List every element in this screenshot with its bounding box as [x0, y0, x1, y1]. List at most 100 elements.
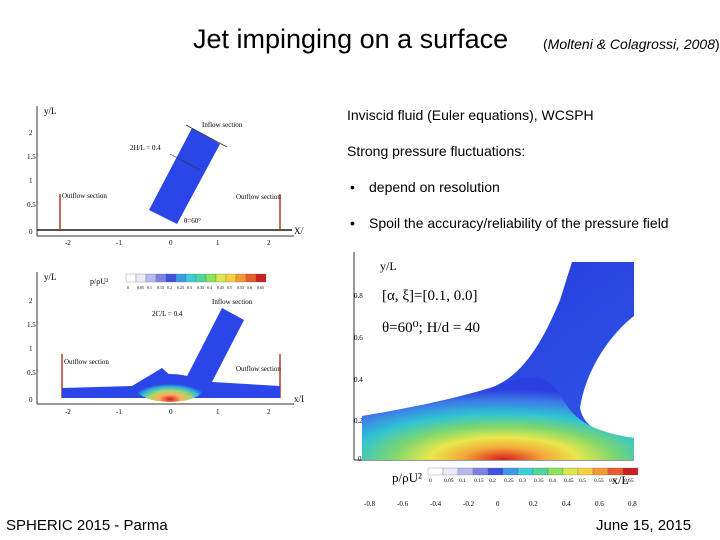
x-tick: 0: [496, 500, 500, 508]
x-tick: -2: [65, 239, 71, 247]
colorbar-swatch: [145, 273, 157, 283]
x-tick: 0.4: [562, 500, 571, 508]
theta-line: θ=60⁰; H/d = 40: [382, 320, 480, 336]
x-tick: -2: [65, 408, 71, 416]
inflow-line: [185, 124, 228, 148]
bullet-dot: •: [350, 179, 355, 195]
y-tick: 0: [29, 396, 33, 404]
stagnation-region: [136, 374, 204, 402]
colorbar-tick: 0.15: [157, 285, 164, 290]
y-tick: 0.2: [354, 417, 363, 425]
colorbar-tick: 0.35: [534, 478, 544, 484]
x-tick: 2: [267, 408, 271, 416]
colorbar-swatch: [185, 273, 197, 283]
y-tick: 1: [29, 177, 33, 185]
colorbar-swatch: [577, 467, 594, 476]
colorbar-tick: 0.65: [624, 478, 634, 484]
colorbar-tick: 0.6: [609, 478, 616, 484]
bullet-block: Inviscid fluid (Euler equations), WCSPH …: [347, 104, 707, 248]
colorbar-swatch: [427, 467, 444, 476]
colorbar-swatch: [592, 467, 609, 476]
colorbar: 0 0.05 0.1 0.15 0.2 0.25 0.3 0.35 0.4 0.45 0.5 0.55…: [427, 467, 639, 484]
sub-bullet-item: • depend on resolution: [347, 176, 707, 198]
colorbar-tick: 0.45: [217, 285, 224, 290]
colorbar-swatch: [215, 273, 227, 283]
colorbar-swatch: [487, 467, 504, 476]
colorbar-swatch: [607, 467, 624, 476]
colorbar-swatch: [235, 273, 247, 283]
colorbar-tick: 0.3: [187, 285, 192, 290]
param-line: [α, ξ]=[0.1, 0.0]: [382, 288, 478, 304]
citation-close: ): [714, 36, 720, 52]
flow-domain: [62, 308, 280, 398]
y-tick: 0: [358, 455, 362, 463]
colorbar-swatch: [442, 467, 459, 476]
colorbar-tick: 0.05: [444, 478, 454, 484]
pressure-contour-figure: y/L x/L [α, ξ]=[0.1, 0.0] θ=60⁰; H/d = 4…: [340, 248, 642, 510]
colorbar-swatch: [175, 273, 187, 283]
colorbar-swatch: [547, 467, 564, 476]
bullet-fluctuations: Strong pressure fluctuations:: [347, 143, 526, 159]
dimension-arrow: [169, 153, 201, 171]
y-tick: 1.5: [27, 321, 36, 329]
y-axis-label: y/L: [380, 259, 397, 273]
y-tick: 0.5: [27, 201, 36, 209]
x-tick: -1: [116, 239, 122, 247]
slide-title: Jet impinging on a surface: [193, 24, 509, 54]
colorbar-tick: 0.1: [147, 285, 152, 290]
x-tick: 0: [169, 239, 173, 247]
x-tick: -1: [116, 408, 122, 416]
citation-text: Molteni & Colagrossi, 2008: [547, 36, 715, 52]
x-tick: 1: [216, 239, 220, 247]
y-tick: 1.5: [27, 153, 36, 161]
outflow-label-right: Outflow section: [236, 365, 281, 373]
colorbar-tick: 0: [127, 285, 129, 290]
bullet-fluid: Inviscid fluid (Euler equations), WCSPH: [347, 107, 594, 123]
colorbar-swatch: [457, 467, 474, 476]
outflow-label-left: Outflow section: [62, 192, 107, 200]
colorbar-swatch: [532, 467, 549, 476]
y-tick: 1: [29, 345, 33, 353]
citation: (Molteni & Colagrossi, 2008): [543, 34, 720, 55]
jet-geometry-figure: y/L X/L 2 1.5 1 0.5 0 -2 -1 0 1 2 Inflow…: [22, 100, 304, 250]
colorbar-tick: 0.2: [489, 478, 496, 484]
inflow-label: Inflow section: [212, 298, 253, 306]
colorbar-tick: 0.3: [519, 478, 526, 484]
colorbar-swatch: [502, 467, 519, 476]
outflow-label-right: Outflow section: [236, 193, 281, 201]
sub-bullet-item: • Spoil the accuracy/reliability of the p…: [347, 212, 707, 234]
x-tick: 0.6: [595, 500, 604, 508]
colorbar-swatch: [135, 273, 147, 283]
x-tick: -0.2: [463, 500, 475, 508]
colorbar-swatch: [155, 273, 167, 283]
y-tick: 2: [29, 297, 33, 305]
x-tick: 0.2: [529, 500, 538, 508]
jet-rectangle: [149, 128, 220, 224]
colorbar-tick: 0.55: [594, 478, 604, 484]
y-tick: 0.8: [354, 292, 363, 300]
x-axis-label: x/L: [612, 473, 629, 487]
colorbar-swatch: [125, 273, 137, 283]
y-axis-label: y/L: [44, 106, 57, 116]
colorbar-swatch: [562, 467, 579, 476]
colorbar-tick: 0.25: [177, 285, 184, 290]
x-tick: 0: [169, 408, 173, 416]
colorbar-tick: 0.45: [564, 478, 574, 484]
jet-width-label: 2H/L = 0.4: [130, 144, 161, 152]
x-ticks: -0.8 -0.6 -0.4 -0.2 0 0.2 0.4 0.6 0.8: [364, 500, 637, 508]
y-tick: 2: [29, 129, 33, 137]
colorbar-tick: 0.15: [474, 478, 484, 484]
colorbar-label: p/ρU²: [392, 470, 422, 485]
colorbar-tick: 0.35: [197, 285, 204, 290]
colorbar-swatch: [472, 467, 489, 476]
outflow-label-left: Outflow section: [64, 358, 109, 366]
colorbar-label: p/ρU²: [90, 277, 109, 286]
y-tick: 0.6: [354, 334, 363, 342]
colorbar-tick: 0.5: [579, 478, 586, 484]
colorbar-tick: 0.1: [459, 478, 466, 484]
footer-date: June 15, 2015: [596, 517, 692, 534]
colorbar-swatch: [622, 467, 639, 476]
colorbar-tick: 0.4: [207, 285, 212, 290]
jet-width-label: 2C/L = 0.4: [152, 310, 183, 318]
angle-label: θ=60°: [184, 217, 201, 225]
